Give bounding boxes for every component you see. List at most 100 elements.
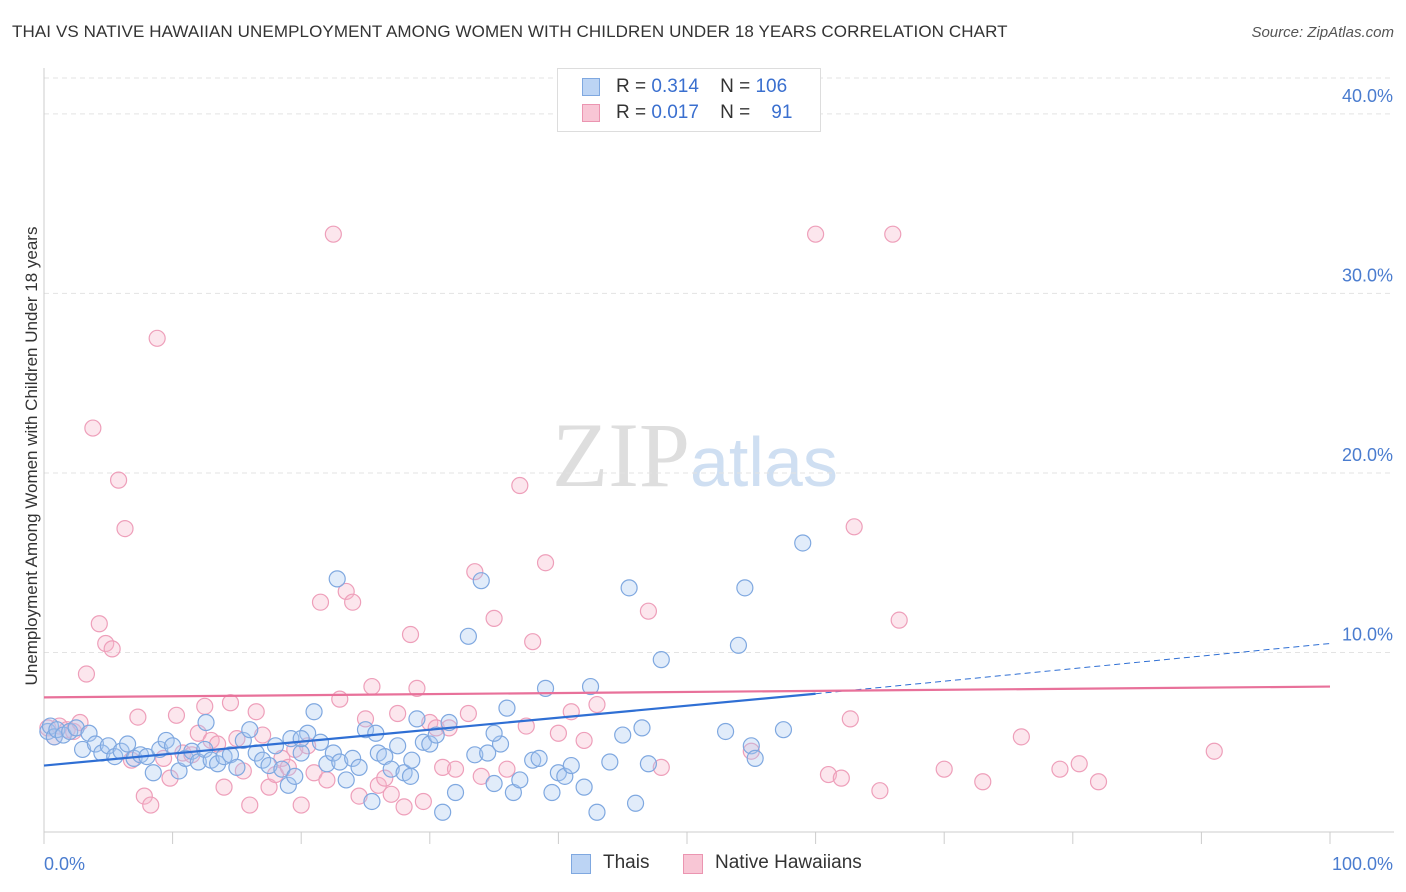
data-point-native-hawaiians (221, 694, 240, 712)
data-point-thais (736, 579, 754, 597)
data-point-native-hawaiians (806, 225, 825, 243)
data-point-native-hawaiians (935, 760, 953, 778)
data-point-thais (562, 756, 580, 775)
legend-r-value: 0.314 (651, 76, 699, 97)
data-point-thais (292, 730, 310, 748)
data-point-native-hawaiians (871, 782, 889, 800)
trend-lines (43, 643, 1331, 767)
data-point-thais (324, 744, 342, 762)
data-point-native-hawaiians (884, 225, 902, 243)
data-point-native-hawaiians (318, 771, 336, 789)
series-swatch-thais (571, 854, 591, 874)
data-point-native-hawaiians (292, 796, 310, 814)
data-point-native-hawaiians (350, 787, 368, 805)
data-point-thais (356, 721, 375, 739)
data-point-native-hawaiians (90, 615, 108, 633)
data-point-thais (421, 735, 439, 753)
data-point-native-hawaiians (337, 582, 355, 601)
data-point-thais (446, 783, 465, 802)
data-point-thais (80, 724, 98, 742)
data-point-native-hawaiians (408, 679, 426, 697)
data-point-native-hawaiians (142, 796, 160, 814)
data-point-thais (511, 771, 529, 789)
data-point-native-hawaiians (167, 706, 186, 724)
data-point-native-hawaiians (247, 703, 265, 721)
data-point-thais (266, 737, 285, 755)
data-point-thais (498, 699, 516, 717)
data-point-thais (228, 758, 246, 776)
data-point-thais (273, 760, 291, 778)
data-point-thais (279, 776, 297, 794)
data-point-thais (774, 721, 793, 739)
data-point-native-hawaiians (344, 593, 362, 611)
chart-title: THAI VS NATIVE HAWAIIAN UNEMPLOYMENT AMO… (12, 22, 1008, 41)
data-point-thais (403, 751, 421, 769)
data-point-thais (382, 760, 400, 778)
data-point-native-hawaiians (254, 726, 272, 744)
data-point-native-hawaiians (395, 798, 413, 816)
thais-points (39, 534, 812, 821)
data-point-native-hawaiians (524, 633, 542, 651)
watermark-atlas: atlas (690, 423, 838, 501)
data-point-native-hawaiians (363, 677, 381, 696)
data-point-native-hawaiians (819, 765, 838, 784)
y-axis-label: Unemployment Among Women with Children U… (22, 227, 41, 686)
data-point-thais (459, 627, 477, 645)
data-point-thais (556, 767, 574, 785)
data-point-native-hawaiians (536, 554, 555, 572)
y-tick-label: 10.0% (1342, 624, 1393, 644)
data-point-thais (350, 758, 368, 776)
data-point-thais (209, 755, 227, 773)
axes (43, 68, 1394, 844)
series-swatch-hawaiians (683, 854, 703, 874)
legend-swatch-hawaiians (582, 104, 600, 122)
native-hawaiians-points (39, 225, 1223, 816)
data-point-thais (601, 753, 619, 771)
data-point-native-hawaiians (389, 704, 407, 723)
data-point-thais (614, 726, 632, 744)
legend-n-value: 106 (755, 76, 788, 97)
data-point-thais (588, 803, 606, 821)
tick-labels: 10.0% 20.0% 30.0% 40.0% 0.0% 100.0% (44, 86, 1393, 874)
data-point-native-hawaiians (305, 764, 323, 782)
data-point-thais (485, 774, 503, 793)
data-point-native-hawaiians (401, 625, 420, 644)
data-point-thais (260, 756, 278, 775)
data-point-native-hawaiians (890, 611, 908, 629)
data-point-thais (414, 733, 432, 751)
data-point-thais (286, 767, 304, 785)
data-point-native-hawaiians (511, 476, 529, 495)
data-point-native-hawaiians (196, 697, 214, 715)
chart-source: Source: ZipAtlas.com (1251, 24, 1394, 41)
data-point-thais (479, 744, 497, 762)
data-point-thais (99, 737, 117, 755)
data-point-thais (652, 651, 670, 669)
trend-line-thais-extension (815, 643, 1331, 695)
data-point-native-hawaiians (588, 695, 606, 714)
data-point-native-hawaiians (459, 704, 477, 723)
data-point-thais (729, 636, 748, 654)
data-point-native-hawaiians (241, 796, 259, 814)
data-point-native-hawaiians (466, 563, 484, 581)
data-point-thais (716, 722, 735, 741)
x-tick-label: 100.0% (1332, 854, 1393, 874)
data-point-native-hawaiians (77, 665, 96, 683)
data-point-thais (491, 735, 510, 753)
data-point-thais (575, 778, 593, 796)
data-point-native-hawaiians (116, 520, 134, 538)
data-point-thais (197, 713, 215, 732)
data-point-thais (434, 803, 452, 821)
data-point-native-hawaiians (1070, 755, 1088, 773)
data-point-native-hawaiians (382, 785, 400, 803)
y-tick-label: 40.0% (1342, 86, 1393, 106)
data-point-thais (620, 579, 638, 597)
data-point-native-hawaiians (549, 724, 568, 742)
legend-n-label: N = (720, 102, 751, 123)
legend-swatch-thais (582, 78, 600, 96)
data-point-thais (530, 749, 548, 767)
series-label-thais: Thais (603, 852, 650, 873)
data-point-native-hawaiians (109, 471, 128, 489)
data-point-thais (427, 726, 445, 744)
watermark-zip: ZIP (552, 404, 690, 506)
data-point-native-hawaiians (103, 640, 121, 658)
